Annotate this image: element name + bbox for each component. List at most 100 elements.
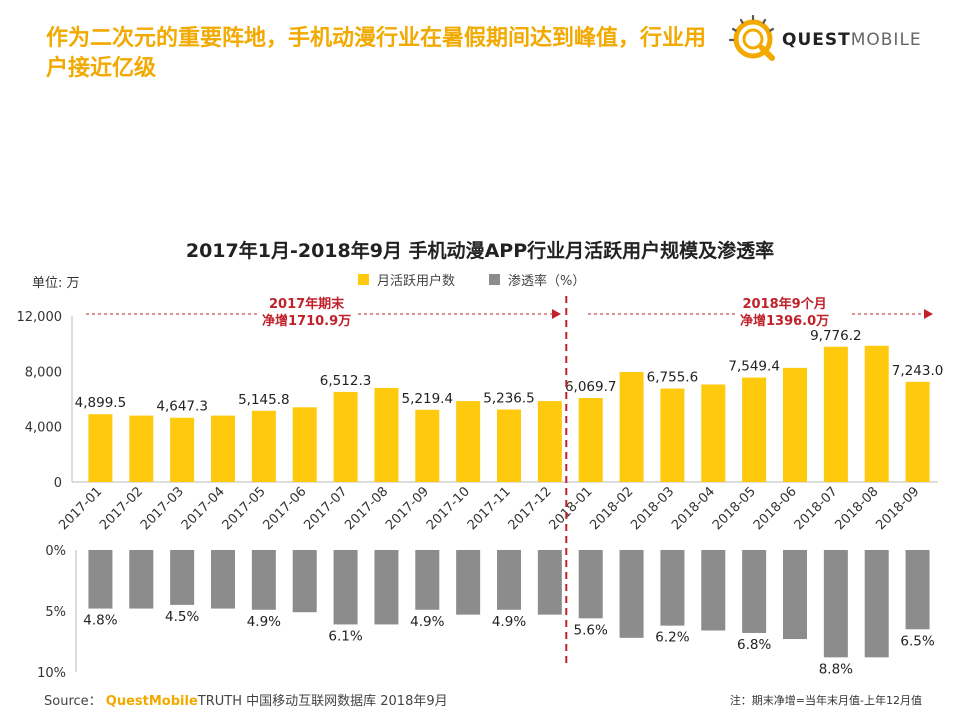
chart-title: 2017年1月-2018年9月 手机动漫APP行业月活跃用户规模及渗透率 — [185, 240, 775, 262]
y-tick-bottom: 10% — [37, 666, 66, 681]
x-tick-label: 2017-06 — [261, 484, 310, 533]
penetration-bar — [170, 550, 195, 605]
x-tick-label: 2017-09 — [383, 484, 432, 533]
penetration-bar — [211, 550, 235, 609]
source-brand: QuestMobile — [105, 694, 198, 709]
mau-bar — [619, 372, 644, 482]
mau-bar — [497, 409, 521, 482]
x-tick-label: 2018-05 — [710, 484, 759, 533]
annotation-2017-line1: 2017年期末 — [268, 297, 345, 312]
penetration-bar — [292, 550, 317, 613]
y-tick-top: 0 — [54, 476, 62, 491]
penetration-data-label: 4.9% — [247, 614, 281, 630]
x-tick-label: 2018-07 — [792, 484, 841, 533]
brand-wordmark: QUESTMOBILE — [782, 30, 922, 50]
x-tick-label: 2017-07 — [301, 484, 350, 533]
mau-bar — [251, 410, 276, 482]
penetration-data-label: 5.6% — [574, 622, 608, 638]
x-tick-label: 2017-02 — [97, 484, 146, 533]
mau-bar — [88, 414, 113, 482]
x-tick-label: 2018-01 — [547, 484, 596, 533]
penetration-bar — [456, 550, 481, 615]
x-tick-label: 2017-04 — [179, 484, 228, 533]
source-prefix: Source： — [44, 694, 102, 709]
mau-bar — [905, 381, 930, 482]
mau-bar — [170, 417, 195, 482]
chart-legend: 月活跃用户数 渗透率（%） — [358, 270, 585, 289]
penetration-bar — [619, 550, 644, 638]
penetration-data-label: 4.5% — [165, 609, 199, 625]
legend-item-mau: 月活跃用户数 — [358, 270, 455, 289]
penetration-bar — [660, 550, 685, 626]
penetration-bar — [864, 550, 889, 658]
headline: 作为二次元的重要阵地，手机动漫行业在暑假期间达到峰值，行业用户接近亿级 — [46, 26, 707, 81]
penetration-data-label: 6.1% — [328, 628, 362, 644]
penetration-bar — [251, 550, 276, 610]
legend-label-mau: 月活跃用户数 — [377, 274, 456, 289]
legend-label-penetration: 渗透率（%） — [508, 274, 586, 289]
legend-item-penetration: 渗透率（%） — [489, 270, 585, 289]
mau-bar — [456, 401, 481, 482]
mau-data-label: 5,236.5 — [483, 391, 535, 407]
penetration-bar — [742, 550, 767, 633]
questmobile-logo-icon — [728, 14, 775, 61]
annotation-2017-line2: 净增1710.9万 — [262, 314, 352, 329]
penetration-data-label: 6.2% — [655, 630, 689, 646]
x-tick-label: 2017-11 — [465, 484, 514, 533]
mau-data-label: 4,647.3 — [156, 399, 208, 415]
mau-bar — [864, 345, 889, 482]
mau-bar — [783, 367, 807, 482]
mau-bar — [415, 409, 440, 482]
penetration-bar — [905, 550, 930, 630]
y-tick-bottom: 0% — [45, 544, 66, 559]
x-tick-label: 2017-10 — [424, 484, 473, 533]
source-note: Source： QuestMobileTRUTH 中国移动互联网数据库 2018… — [44, 690, 448, 709]
penetration-data-label: 6.5% — [900, 633, 934, 649]
annotation-2018: 2018年9个月 净增1396.0万 — [740, 296, 829, 330]
penetration-data-label: 4.8% — [83, 613, 117, 629]
mau-data-label: 7,243.0 — [892, 363, 944, 379]
x-tick-label: 2018-02 — [587, 484, 636, 533]
mau-bar — [292, 407, 317, 482]
legend-swatch-mau — [358, 274, 369, 285]
penetration-data-label: 4.9% — [410, 614, 444, 630]
mau-data-label: 5,219.4 — [402, 391, 454, 407]
mau-bar — [537, 401, 562, 482]
mau-data-label: 5,145.8 — [238, 392, 290, 408]
mau-data-label: 9,776.2 — [810, 328, 862, 344]
y-tick-top: 4,000 — [25, 421, 62, 436]
annotation-2017-arrow — [552, 309, 561, 319]
penetration-data-label: 8.8% — [819, 661, 853, 677]
legend-swatch-penetration — [489, 274, 501, 285]
mau-bar — [742, 377, 767, 482]
x-tick-label: 2017-08 — [342, 484, 391, 533]
mau-data-label: 6,069.7 — [565, 379, 617, 395]
annotation-2018-arrow — [924, 309, 933, 319]
x-tick-label: 2017-03 — [138, 484, 187, 533]
penetration-data-label: 6.8% — [737, 637, 771, 653]
y-tick-top: 12,000 — [17, 310, 63, 325]
x-tick-label: 2018-09 — [873, 484, 922, 533]
mau-bar — [660, 388, 685, 482]
penetration-bar — [823, 550, 848, 658]
mau-data-label: 4,899.5 — [75, 395, 127, 411]
penetration-bar — [333, 550, 358, 625]
penetration-bar — [415, 550, 440, 610]
annotation-2018-line1: 2018年9个月 — [742, 297, 827, 312]
y-tick-bottom: 5% — [45, 605, 66, 620]
mau-bar — [374, 387, 399, 482]
penetration-bar — [374, 550, 399, 625]
unit-label: 单位: 万 — [32, 276, 80, 291]
x-tick-label: 2017-12 — [506, 484, 555, 533]
annotation-2017: 2017年期末 净增1710.9万 — [262, 296, 351, 330]
mau-bar — [823, 346, 848, 482]
mau-data-label: 6,512.3 — [320, 373, 372, 389]
penetration-bar — [537, 550, 562, 615]
x-tick-label: 2018-04 — [669, 484, 718, 533]
penetration-bar — [578, 550, 603, 619]
mau-bar — [129, 415, 154, 482]
mau-data-label: 6,755.6 — [647, 370, 699, 386]
annotation-2018-line2: 净增1396.0万 — [740, 314, 830, 329]
mau-bar — [333, 391, 358, 482]
